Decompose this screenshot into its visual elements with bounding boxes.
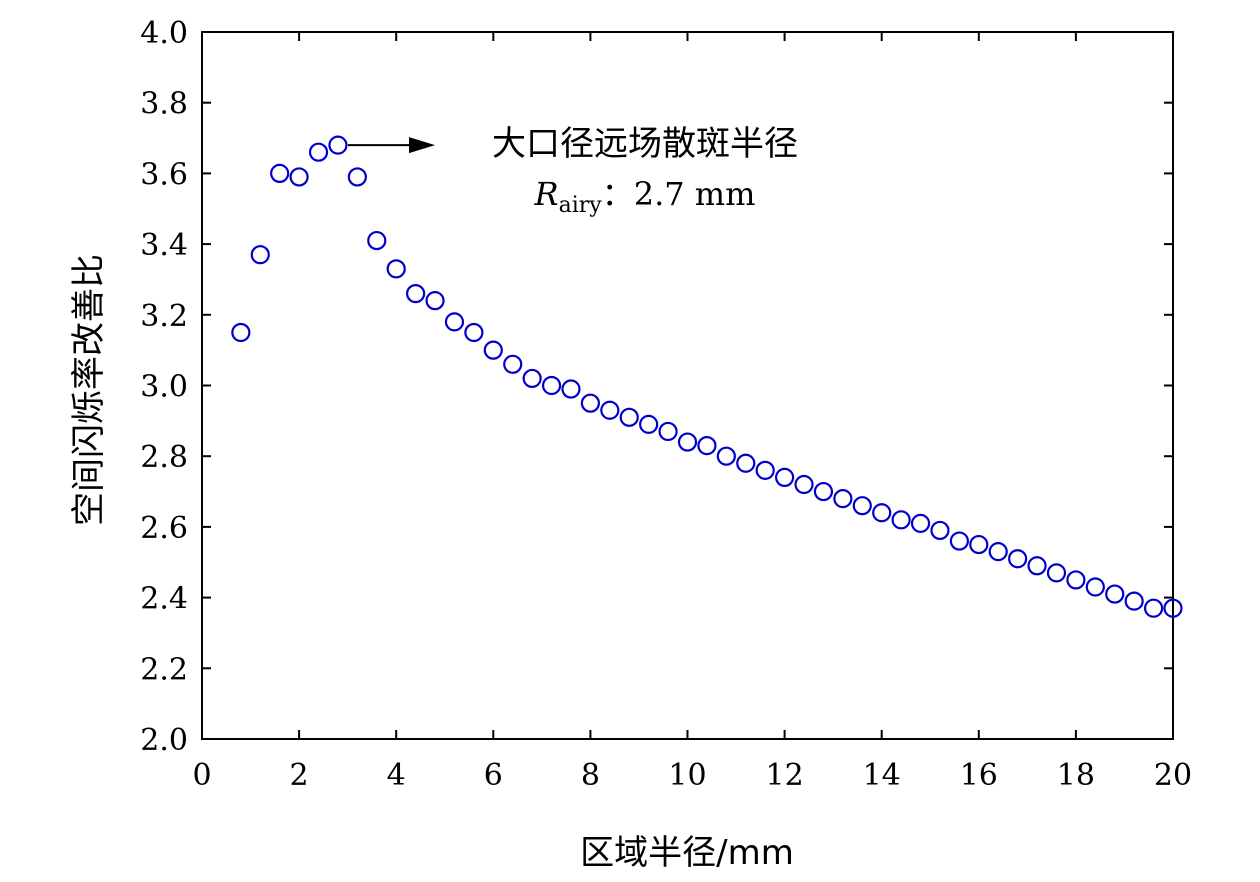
x-tick-label: 18 [1057, 758, 1095, 793]
y-tick-label: 3.8 [140, 87, 188, 122]
x-axis: 0 2 4 6 8 10 12 14 16 18 20 [192, 32, 1192, 793]
data-point [794, 474, 814, 495]
data-point [444, 312, 465, 332]
data-point [1085, 577, 1105, 597]
y-tick-label: 4.0 [140, 16, 188, 51]
data-point [813, 481, 834, 502]
data-point [774, 467, 795, 488]
data-point [1046, 563, 1067, 583]
annotation: 大口径远场散斑半径 Rairy：2.7 mm [347, 124, 798, 218]
data-point [891, 510, 911, 530]
data-point [872, 503, 892, 523]
data-point [969, 534, 989, 555]
y-tick-label: 3.0 [140, 370, 188, 405]
data-point [1143, 598, 1164, 618]
data-point [250, 245, 270, 265]
x-axis-title: 区域半径/mm [580, 833, 794, 873]
data-point [988, 542, 1008, 562]
y-tick-label: 3.6 [140, 157, 188, 192]
y-axis-title: 空间闪烁率改善比 [69, 254, 109, 526]
x-tick-label: 10 [668, 758, 706, 793]
data-point [1008, 549, 1028, 569]
data-point [600, 400, 620, 420]
data-point [561, 379, 581, 399]
data-point [483, 340, 503, 360]
annotation-arrow-head [409, 137, 436, 154]
data-point [289, 167, 309, 187]
data-point [697, 435, 717, 456]
data-point [386, 259, 406, 279]
data-point [619, 407, 639, 427]
data-point [522, 368, 542, 389]
y-tick-label: 2.4 [140, 582, 188, 617]
y-axis: 2.0 2.2 2.4 2.6 2.8 3.0 3.2 3.4 3.6 3.8 4.0 [140, 16, 1173, 758]
x-tick-label: 8 [581, 758, 600, 793]
data-point [677, 432, 698, 452]
x-tick-label: 12 [766, 758, 804, 793]
data-point [833, 489, 853, 509]
data-point [231, 322, 251, 343]
y-tick-label: 2.6 [140, 511, 188, 546]
y-tick-label: 2.0 [140, 723, 188, 758]
data-point [406, 283, 426, 304]
x-tick-label: 14 [863, 758, 901, 793]
data-point [949, 531, 969, 551]
x-tick-label: 20 [1154, 758, 1192, 793]
data-point [910, 513, 931, 533]
data-point [347, 167, 367, 187]
data-point [716, 446, 736, 466]
data-point [1066, 570, 1086, 590]
x-tick-label: 6 [484, 758, 503, 793]
data-point [639, 414, 659, 434]
data-point [580, 393, 601, 413]
data-point [658, 421, 678, 442]
data-point [930, 520, 950, 541]
y-tick-label: 2.2 [140, 652, 188, 687]
data-point [1124, 591, 1144, 611]
y-tick-label: 3.2 [140, 299, 188, 334]
data-point [503, 354, 523, 374]
data-point [1105, 584, 1125, 604]
data-point [1163, 598, 1183, 618]
data-point [736, 453, 756, 473]
data-point [541, 375, 562, 396]
data-points [231, 135, 1183, 618]
x-tick-label: 2 [290, 758, 309, 793]
data-point [425, 291, 445, 311]
x-tick-label: 4 [387, 758, 406, 793]
data-point [1027, 556, 1047, 576]
y-tick-label: 2.8 [140, 440, 188, 475]
data-point [852, 496, 872, 516]
annotation-value: Rairy：2.7 mm [534, 175, 756, 218]
x-tick-label: 16 [960, 758, 998, 793]
data-point [270, 163, 290, 183]
data-point [464, 322, 484, 343]
data-point [755, 460, 775, 480]
data-point [328, 135, 348, 155]
data-point [367, 230, 387, 251]
data-point [308, 142, 329, 162]
annotation-title: 大口径远场散斑半径 [492, 124, 798, 164]
x-tick-label: 0 [192, 758, 211, 793]
y-tick-label: 3.4 [140, 228, 188, 263]
